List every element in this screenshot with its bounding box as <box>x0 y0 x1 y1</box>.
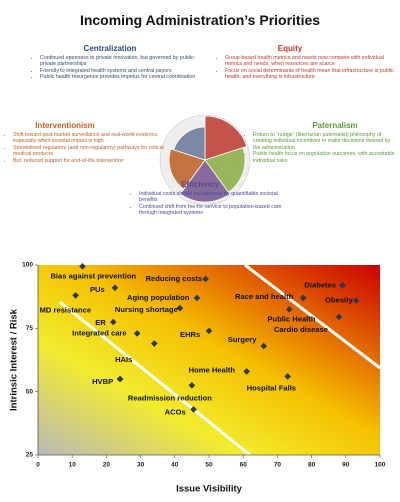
data-point <box>284 373 291 380</box>
section-title: Interventionism <box>35 121 95 130</box>
point-label: Nursing shortage <box>115 305 178 314</box>
main-title: Incoming Administration’s Priorities <box>79 12 321 28</box>
x-tick-label: 50 <box>205 462 213 469</box>
x-tick-label: 40 <box>171 462 179 469</box>
point-label: ER <box>95 318 106 327</box>
point-label: Bias against prevention <box>50 271 136 280</box>
data-point <box>109 318 117 326</box>
point-label: Aging population <box>127 293 190 302</box>
data-point <box>176 304 184 312</box>
point-label: Hospital Falls <box>247 383 296 392</box>
bullet: Continued openness to private innovation… <box>40 55 211 68</box>
bullet: Public health resurgence provides impetu… <box>40 74 211 80</box>
x-tick-label: 100 <box>375 462 386 469</box>
wheel-wedge <box>168 148 206 190</box>
data-point <box>193 294 201 302</box>
data-point <box>116 375 124 383</box>
point-label: PUs <box>90 285 105 294</box>
point-label: Race and health <box>235 292 294 301</box>
bullet: Individual costs should be balanced by q… <box>139 191 282 204</box>
bullet: Focus on social determinants of health m… <box>225 68 394 81</box>
data-point <box>190 406 197 413</box>
x-tick-label: 30 <box>137 462 145 469</box>
point-label: HAIs <box>115 355 132 364</box>
y-tick-label: 75 <box>26 325 34 332</box>
point-label: Cardio disease <box>274 325 328 334</box>
data-point <box>286 306 293 313</box>
priority-wheel <box>159 114 251 206</box>
data-point <box>79 262 86 270</box>
point-label: HVBP <box>92 377 113 386</box>
section-bullets: Return to “nudge” (libertarian paternali… <box>246 132 396 164</box>
x-tick-label: 0 <box>36 462 40 469</box>
section-title: Equity <box>277 44 303 53</box>
x-axis-title: Issue Visibility <box>176 484 243 495</box>
data-point <box>188 382 196 389</box>
wheel-wedge <box>179 159 231 203</box>
bullet: Streamlined regulatory (and non-regulato… <box>13 145 182 158</box>
section-bullets: Shift toward post market surveillance an… <box>6 132 182 164</box>
point-label: Surgery <box>228 335 257 344</box>
data-point <box>299 294 307 302</box>
data-point <box>339 281 346 289</box>
point-label: Obesity <box>325 295 354 304</box>
section-bullets: Individual costs should be balanced by q… <box>132 191 282 217</box>
bullet-list: Individual costs should be balanced by q… <box>132 191 282 217</box>
bullet: Public health focus on population outcom… <box>253 151 396 164</box>
band-divider <box>244 263 381 370</box>
data-point <box>243 368 250 375</box>
point-label: Home Health <box>189 365 236 374</box>
bullet-list: Group-based health metrics and needs now… <box>218 55 394 81</box>
bullet: Return to “nudge” (libertarian paternali… <box>253 132 396 151</box>
data-point <box>111 284 119 292</box>
band-divider <box>59 300 251 457</box>
x-tick-label: 20 <box>103 462 111 469</box>
section-title: Paternalism <box>312 121 358 130</box>
y-tick-label: 25 <box>26 452 34 459</box>
bullet-list: Return to “nudge” (libertarian paternali… <box>246 132 396 164</box>
x-tick-label: 80 <box>308 462 316 469</box>
bullet: Continued shift from fee-for-service to … <box>139 204 282 217</box>
data-point <box>150 340 158 347</box>
section-bullets: Group-based health metrics and needs now… <box>218 55 394 81</box>
x-tick-label: 60 <box>240 462 248 469</box>
x-tick-label: 10 <box>69 462 77 469</box>
y-tick-label: 50 <box>26 388 34 395</box>
data-point <box>72 292 79 299</box>
bullet-list: Shift toward post market surveillance an… <box>6 132 182 164</box>
point-label: Reducing costs <box>146 274 203 283</box>
x-tick-label: 70 <box>274 462 282 469</box>
section-title: Efficiency <box>181 180 219 189</box>
data-point <box>202 275 209 283</box>
wheel-wedge <box>204 147 246 193</box>
data-point <box>335 313 343 321</box>
bullet-list: Continued openness to private innovation… <box>33 55 211 81</box>
point-label: Diabetes <box>304 280 336 289</box>
bullet: But, reduced support for end-of-life int… <box>13 158 182 164</box>
bullet: Group-based health metrics and needs now… <box>225 55 394 68</box>
section-title: Centralization <box>83 44 137 53</box>
point-label: Public Health <box>267 314 315 323</box>
data-point <box>205 327 213 335</box>
data-point <box>133 330 141 337</box>
section-bullets: Continued openness to private innovation… <box>33 55 211 81</box>
point-label: Integrated care <box>72 328 126 337</box>
bullet: Shift toward post market surveillance an… <box>13 132 182 145</box>
y-tick-label: 100 <box>22 262 33 269</box>
data-point <box>260 342 268 350</box>
bullet: Friendly to integrated health systems an… <box>40 68 211 74</box>
point-label: Readmission reduction <box>128 393 212 402</box>
x-tick-label: 90 <box>342 462 350 469</box>
point-label: MD resistance <box>40 305 91 314</box>
wheel-wedge <box>173 126 206 161</box>
data-point <box>352 297 360 304</box>
point-label: ACOs <box>165 407 186 416</box>
wheel-wedge <box>204 115 248 161</box>
point-label: EHRs <box>180 330 200 339</box>
y-axis-title: Intrinsic Interest / Risk <box>9 308 20 411</box>
